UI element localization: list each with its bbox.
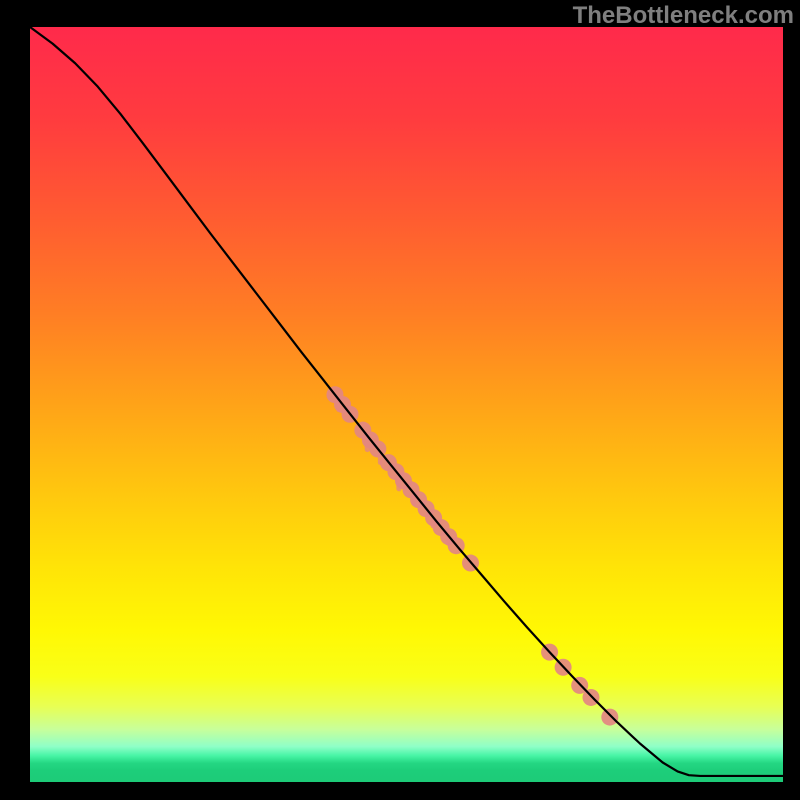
watermark-text: TheBottleneck.com	[573, 2, 794, 30]
data-point	[601, 709, 618, 726]
curve-line	[30, 27, 783, 776]
chart-container	[30, 27, 783, 782]
chart-svg	[30, 27, 783, 782]
